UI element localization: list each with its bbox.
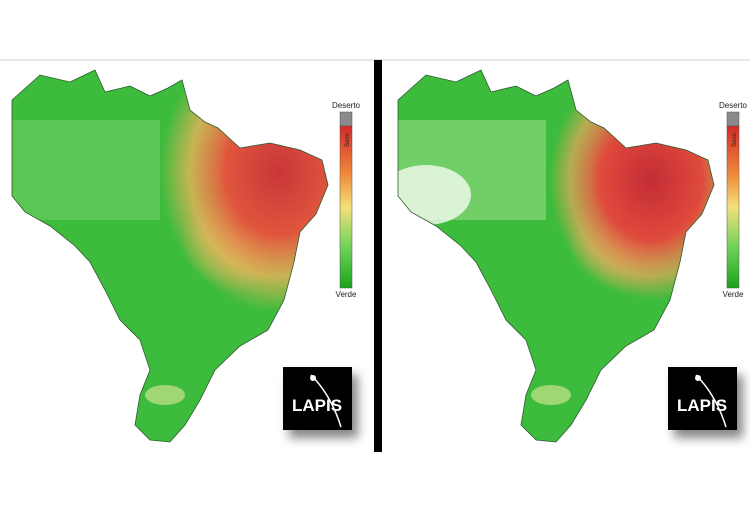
logo-satellite — [310, 375, 316, 381]
legend-top-label: Deserto — [332, 101, 361, 110]
logo-box — [668, 367, 737, 430]
legend-top-label: Deserto — [719, 101, 748, 110]
legend-desert-box — [339, 111, 353, 127]
divider — [374, 60, 382, 452]
logo-text: LAPIS — [292, 396, 342, 415]
map-panel: Deserto Seco Verde LAPIS — [397, 69, 748, 443]
legend-bottom-label: Verde — [723, 290, 744, 299]
legend-bottom-label: Verde — [336, 290, 357, 299]
south-pale — [145, 385, 185, 405]
legend-desert-box — [726, 111, 740, 127]
south-pale — [531, 385, 571, 405]
logo-box — [283, 367, 352, 430]
legend-middle-label: Seco — [345, 133, 351, 147]
legend-scale — [339, 125, 353, 289]
logo-text: LAPIS — [677, 396, 727, 415]
country-outline — [397, 69, 715, 443]
country-outline — [11, 69, 329, 443]
legend-middle-label: Seco — [732, 133, 738, 147]
legend-scale — [726, 125, 740, 289]
panels: Deserto Seco Verde LAPIS Deserto Seco Verde LAP… — [11, 69, 748, 443]
map-panel: Deserto Seco Verde LAPIS — [11, 69, 361, 443]
logo-satellite — [695, 375, 701, 381]
